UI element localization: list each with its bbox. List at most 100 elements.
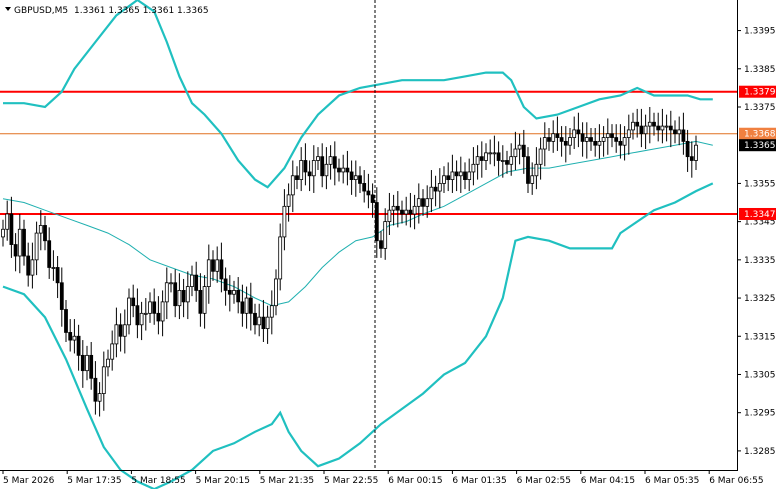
candle — [139, 301, 144, 341]
candle-body — [635, 121, 640, 127]
candle-body — [248, 297, 253, 314]
candle-body — [156, 312, 161, 322]
candle — [647, 106, 652, 144]
ask-price-tag-text: 1.3368 — [744, 130, 776, 140]
candle — [190, 265, 194, 297]
candle-body — [500, 160, 505, 162]
candle-body — [85, 354, 89, 372]
candle-body — [47, 240, 52, 268]
candles — [1, 106, 698, 417]
candle — [64, 299, 68, 342]
candle — [555, 116, 560, 151]
candle — [30, 242, 35, 289]
candle-body — [307, 171, 312, 177]
candle-body — [496, 152, 501, 161]
candle-body — [169, 282, 173, 285]
candle-body — [622, 137, 627, 146]
chart-header: GBPUSD,M5 1.3361 1.3365 1.3361 1.3365 — [5, 6, 209, 16]
candle — [198, 273, 203, 327]
candle-body — [68, 332, 73, 341]
dropdown-triangle-icon[interactable] — [5, 7, 11, 11]
middle-ma-line — [2, 140, 713, 307]
candle — [303, 143, 308, 186]
candle-body — [584, 137, 589, 142]
candle — [341, 154, 346, 184]
candle — [337, 158, 341, 182]
candle-body — [206, 259, 211, 287]
candle — [400, 200, 404, 224]
bollinger-bands — [2, 0, 714, 489]
candle — [38, 210, 43, 251]
candle — [131, 284, 136, 318]
candle-body — [227, 290, 232, 295]
candle — [433, 175, 438, 207]
candle-body — [181, 290, 186, 303]
candle-body — [400, 209, 404, 215]
candle — [605, 118, 610, 155]
candle-body — [647, 121, 652, 127]
candle — [122, 309, 127, 354]
candle — [223, 267, 228, 306]
candle-body — [89, 354, 94, 379]
candle — [429, 170, 434, 213]
candle — [500, 145, 505, 178]
candle-body — [194, 274, 199, 291]
candle — [76, 324, 81, 371]
candle — [437, 168, 442, 209]
candle-body — [17, 228, 22, 257]
candle — [85, 345, 89, 381]
candle — [269, 290, 274, 335]
candle-body — [135, 305, 140, 326]
candle-body — [370, 194, 375, 203]
candle — [244, 286, 249, 329]
candle-body — [433, 186, 438, 192]
candle-body — [429, 186, 434, 200]
candle-body — [278, 236, 283, 280]
candle — [17, 213, 22, 274]
candle — [463, 162, 467, 190]
level-price-tag-2-box — [739, 207, 776, 220]
candle — [59, 267, 64, 327]
candle — [72, 319, 77, 354]
candle-body — [76, 335, 81, 356]
price-tick-label: 1.3345 — [744, 218, 776, 228]
candle — [450, 154, 455, 193]
candle-body — [660, 125, 665, 131]
candle-body — [454, 171, 459, 177]
candle-body — [101, 366, 106, 394]
candle — [509, 143, 514, 176]
level-price-tag-2: 1.3347 — [739, 207, 776, 220]
candle — [425, 185, 430, 218]
candle — [93, 361, 98, 415]
candle — [211, 250, 215, 281]
candle-body — [173, 282, 178, 307]
candle-body — [576, 129, 581, 135]
candle — [383, 208, 388, 260]
candle — [660, 108, 665, 144]
candle — [148, 292, 152, 323]
axes — [0, 0, 738, 471]
candle — [471, 147, 476, 186]
candle — [215, 246, 220, 283]
candle — [421, 189, 425, 216]
candle — [496, 141, 501, 176]
candle-body — [425, 198, 430, 207]
candle-body — [13, 244, 18, 257]
candle — [530, 162, 535, 195]
price-tick-label: 1.3395 — [744, 27, 776, 37]
price-tick-label: 1.3355 — [744, 179, 776, 189]
candle-body — [219, 259, 224, 280]
candle — [345, 150, 350, 186]
candle-body — [652, 121, 656, 127]
candle — [320, 143, 325, 188]
candle-body — [118, 324, 123, 337]
lower-band-line — [2, 182, 714, 489]
candle-body — [685, 140, 690, 158]
candle — [408, 192, 413, 228]
candle — [152, 288, 157, 325]
candle-body — [534, 163, 539, 177]
candle-body — [580, 133, 585, 142]
candle-body — [131, 297, 136, 307]
